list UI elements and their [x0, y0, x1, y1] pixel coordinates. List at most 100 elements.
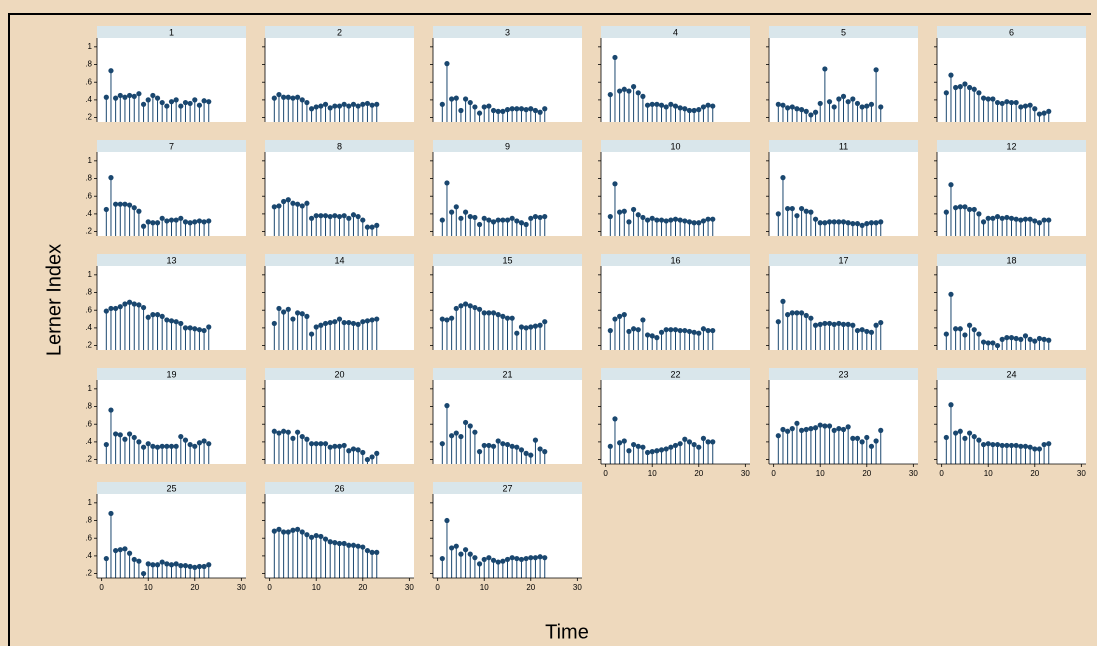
- stem-marker: [159, 443, 165, 449]
- stem-marker: [808, 315, 814, 321]
- stem-marker: [1008, 99, 1015, 106]
- stem-marker: [953, 84, 959, 91]
- stem-marker: [537, 554, 543, 560]
- stem-marker: [192, 443, 198, 449]
- stem-marker: [1046, 441, 1052, 447]
- stem-marker: [360, 217, 366, 223]
- stem-marker: [654, 335, 660, 341]
- stem-marker: [187, 100, 193, 107]
- stem-marker: [836, 96, 842, 102]
- stem-marker: [617, 440, 623, 446]
- stem-marker: [308, 215, 315, 221]
- stem-marker: [845, 220, 851, 226]
- stem-marker: [164, 443, 170, 449]
- stem-marker: [864, 103, 870, 109]
- stem-marker: [1018, 443, 1024, 449]
- stem-marker: [696, 330, 702, 336]
- stem-marker: [630, 206, 637, 213]
- stem-marker: [299, 529, 305, 535]
- stem-marker: [630, 84, 637, 90]
- stem-marker: [644, 217, 651, 223]
- stem-marker: [486, 442, 492, 449]
- stem-marker: [617, 88, 623, 94]
- x-tick-label: 20: [190, 583, 199, 592]
- panel-title: 24: [1006, 369, 1016, 379]
- stem-marker: [812, 216, 819, 222]
- stem-marker: [164, 317, 170, 323]
- stem-marker: [201, 98, 207, 104]
- stem-marker: [509, 555, 515, 561]
- stem-marker: [682, 327, 688, 334]
- stem-marker: [985, 441, 991, 447]
- stem-marker: [150, 220, 156, 226]
- stem-marker: [854, 327, 861, 334]
- stem-marker: [1004, 335, 1010, 341]
- stem-marker: [957, 204, 963, 210]
- stem-marker: [999, 215, 1005, 221]
- stem-marker: [822, 320, 828, 327]
- stem-marker: [1032, 218, 1038, 224]
- panel-title: 23: [838, 369, 848, 379]
- stem-marker: [658, 217, 665, 223]
- stem-marker: [514, 555, 520, 562]
- stem-marker: [364, 224, 371, 230]
- stem-marker: [514, 218, 520, 224]
- stem-marker: [453, 430, 459, 436]
- stem-marker: [192, 97, 198, 103]
- stem-marker: [1041, 110, 1047, 116]
- stem-marker: [103, 206, 109, 213]
- stem-marker: [327, 444, 333, 450]
- panel-title: 9: [505, 141, 510, 151]
- stem-marker: [1041, 336, 1047, 342]
- y-tick-label: .6: [85, 305, 92, 314]
- panel-title: 26: [334, 483, 344, 493]
- panel-title: 22: [670, 369, 680, 379]
- stem-marker: [187, 220, 193, 226]
- stem-marker: [187, 441, 193, 448]
- stem-marker: [192, 564, 198, 570]
- panel-title: 17: [838, 255, 848, 265]
- stem-marker: [327, 539, 333, 545]
- stem-marker: [840, 93, 847, 99]
- x-tick-label: 0: [603, 469, 608, 478]
- stem-marker: [103, 441, 109, 448]
- panel-title: 16: [670, 255, 680, 265]
- panel-title: 14: [334, 255, 344, 265]
- stem-marker: [532, 555, 539, 561]
- stem-marker: [794, 213, 800, 219]
- panel-header: [97, 254, 246, 266]
- stem-marker: [346, 319, 352, 326]
- stem-marker: [136, 302, 142, 308]
- stem-marker: [113, 547, 119, 554]
- stem-marker: [612, 316, 618, 322]
- frame: [8, 13, 1091, 646]
- panel-header: [433, 254, 582, 266]
- stem-marker: [154, 562, 161, 568]
- stem-marker: [150, 92, 156, 99]
- stem-marker: [201, 563, 207, 570]
- stem-marker: [677, 327, 683, 334]
- stem-marker: [868, 329, 875, 335]
- stem-marker: [108, 68, 114, 74]
- stem-marker: [294, 94, 301, 100]
- stem-marker: [350, 212, 357, 218]
- stem-marker: [467, 303, 473, 309]
- stem-marker: [374, 101, 380, 107]
- stem-marker: [444, 61, 450, 67]
- stem-marker: [710, 216, 716, 222]
- stem-marker: [369, 317, 375, 323]
- stem-marker: [332, 103, 338, 109]
- stem-marker: [785, 205, 791, 212]
- stem-marker: [621, 208, 627, 214]
- stem-marker: [290, 527, 296, 533]
- stem-marker: [117, 304, 123, 310]
- stem-marker: [1032, 446, 1038, 452]
- stem-marker: [775, 433, 781, 439]
- stem-marker: [640, 444, 646, 450]
- stem-marker: [649, 333, 655, 339]
- stem-marker: [336, 103, 343, 109]
- stem-marker: [322, 441, 329, 447]
- stem-marker: [500, 108, 506, 114]
- y-tick-label: .6: [85, 191, 92, 200]
- stem-marker: [504, 315, 511, 321]
